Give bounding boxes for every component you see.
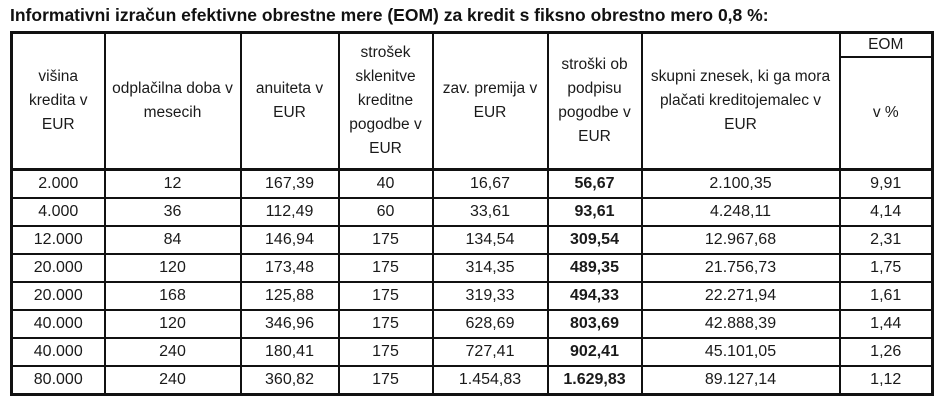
cell-anuiteta: 180,41 (239, 337, 340, 367)
cell-anuiteta: 112,49 (239, 197, 340, 227)
table-row: 40.000 240 180,41 175 727,41 902,41 45.1… (10, 337, 934, 367)
header-stroski-ob-podpisu: stroški ob podpisu pogodbe v EUR (546, 31, 643, 171)
cell-doba: 12 (103, 168, 242, 199)
cell-stroski-podpis: 494,33 (546, 281, 643, 311)
cell-stroski-podpis: 902,41 (546, 337, 643, 367)
cell-skupni-znesek: 22.271,94 (640, 281, 841, 311)
cell-skupni-znesek: 42.888,39 (640, 309, 841, 339)
cell-doba: 240 (103, 337, 242, 367)
header-strosek-sklenitve: strošek sklenitve kreditne pogodbe v EUR (337, 31, 434, 171)
cell-stroski-podpis: 56,67 (546, 168, 643, 199)
table-row: 20.000 168 125,88 175 319,33 494,33 22.2… (10, 281, 934, 311)
cell-eom: 1,26 (838, 337, 934, 367)
cell-visina: 80.000 (10, 365, 106, 396)
cell-strosek-sklenitve: 175 (337, 281, 434, 311)
cell-skupni-znesek: 21.756,73 (640, 253, 841, 283)
header-odplacilna-doba: odplačilna doba v mesecih (103, 31, 242, 171)
cell-skupni-znesek: 12.967,68 (640, 225, 841, 255)
cell-visina: 40.000 (10, 309, 106, 339)
cell-visina: 40.000 (10, 337, 106, 367)
cell-strosek-sklenitve: 175 (337, 365, 434, 396)
cell-doba: 120 (103, 309, 242, 339)
cell-premija: 16,67 (431, 168, 549, 199)
cell-doba: 120 (103, 253, 242, 283)
cell-doba: 84 (103, 225, 242, 255)
header-visina-kredita: višina kredita v EUR (10, 31, 106, 171)
cell-strosek-sklenitve: 175 (337, 225, 434, 255)
cell-stroski-podpis: 1.629,83 (546, 365, 643, 396)
header-skupni-znesek: skupni znesek, ki ga mora plačati kredit… (640, 31, 841, 171)
cell-stroski-podpis: 93,61 (546, 197, 643, 227)
cell-skupni-znesek: 4.248,11 (640, 197, 841, 227)
cell-premija: 134,54 (431, 225, 549, 255)
cell-strosek-sklenitve: 175 (337, 309, 434, 339)
cell-anuiteta: 346,96 (239, 309, 340, 339)
cell-strosek-sklenitve: 60 (337, 197, 434, 227)
cell-premija: 727,41 (431, 337, 549, 367)
cell-premija: 319,33 (431, 281, 549, 311)
cell-stroski-podpis: 803,69 (546, 309, 643, 339)
table-row: 20.000 120 173,48 175 314,35 489,35 21.7… (10, 253, 934, 283)
cell-eom: 1,75 (838, 253, 934, 283)
cell-anuiteta: 125,88 (239, 281, 340, 311)
cell-eom: 1,61 (838, 281, 934, 311)
cell-strosek-sklenitve: 175 (337, 253, 434, 283)
cell-skupni-znesek: 45.101,05 (640, 337, 841, 367)
table-row: 40.000 120 346,96 175 628,69 803,69 42.8… (10, 309, 934, 339)
cell-anuiteta: 146,94 (239, 225, 340, 255)
cell-skupni-znesek: 89.127,14 (640, 365, 841, 396)
cell-skupni-znesek: 2.100,35 (640, 168, 841, 199)
cell-eom: 2,31 (838, 225, 934, 255)
eom-table: višina kredita v EUR odplačilna doba v m… (10, 31, 934, 396)
table-row: 2.000 12 167,39 40 16,67 56,67 2.100,35 … (10, 168, 934, 199)
cell-visina: 20.000 (10, 281, 106, 311)
header-eom: EOM (838, 31, 934, 58)
cell-anuiteta: 173,48 (239, 253, 340, 283)
cell-visina: 20.000 (10, 253, 106, 283)
cell-anuiteta: 360,82 (239, 365, 340, 396)
table-title: Informativni izračun efektivne obrestne … (10, 5, 769, 25)
cell-eom: 1,12 (838, 365, 934, 396)
cell-premija: 33,61 (431, 197, 549, 227)
cell-premija: 1.454,83 (431, 365, 549, 396)
cell-strosek-sklenitve: 175 (337, 337, 434, 367)
cell-visina: 4.000 (10, 197, 106, 227)
header-eom-unit: v % (838, 56, 934, 171)
cell-stroski-podpis: 489,35 (546, 253, 643, 283)
header-zav-premija: zav. premija v EUR (431, 31, 549, 171)
cell-eom: 4,14 (838, 197, 934, 227)
cell-visina: 12.000 (10, 225, 106, 255)
cell-doba: 240 (103, 365, 242, 396)
table-row: 80.000 240 360,82 175 1.454,83 1.629,83 … (10, 365, 934, 396)
cell-premija: 628,69 (431, 309, 549, 339)
cell-anuiteta: 167,39 (239, 168, 340, 199)
cell-doba: 36 (103, 197, 242, 227)
cell-eom: 1,44 (838, 309, 934, 339)
table-row: 4.000 36 112,49 60 33,61 93,61 4.248,11 … (10, 197, 934, 227)
header-anuiteta: anuiteta v EUR (239, 31, 340, 171)
cell-stroski-podpis: 309,54 (546, 225, 643, 255)
cell-eom: 9,91 (838, 168, 934, 199)
cell-doba: 168 (103, 281, 242, 311)
table-row: 12.000 84 146,94 175 134,54 309,54 12.96… (10, 225, 934, 255)
cell-strosek-sklenitve: 40 (337, 168, 434, 199)
cell-visina: 2.000 (10, 168, 106, 199)
cell-premija: 314,35 (431, 253, 549, 283)
